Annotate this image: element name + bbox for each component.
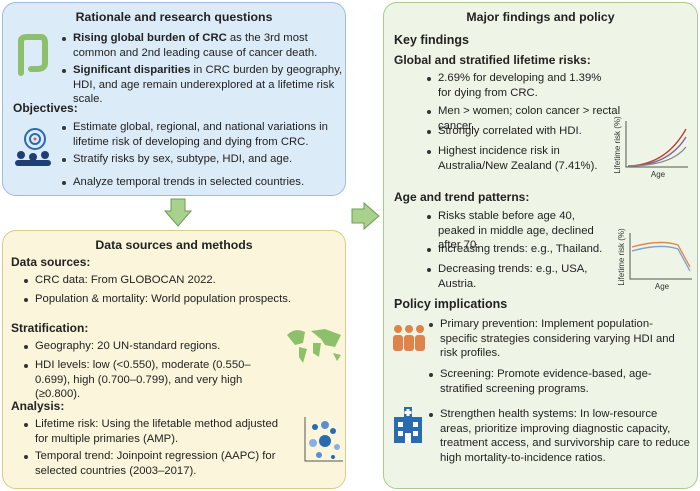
mini-chart: Lifetime risk (%) Age <box>617 228 692 291</box>
colon-icon <box>18 34 48 76</box>
section-heading: Data sources: <box>11 255 91 269</box>
section-heading: Global and stratified lifetime risks: <box>394 53 591 67</box>
world-map-icon <box>287 329 341 363</box>
bold-text: Significant disparities <box>73 64 191 76</box>
axis-label: Lifetime risk (%) <box>617 228 626 286</box>
panel-title: Major findings and policy <box>466 10 615 24</box>
findings-panel: Major findings and policy Key findings G… <box>383 2 698 489</box>
bullet: Significant disparities in CRC burden by… <box>61 63 343 107</box>
axis-label: Age <box>655 282 670 291</box>
bullet: Screening: Promote evidence-based, age-s… <box>428 367 690 396</box>
down-arrow <box>163 198 193 227</box>
bullet: Strongly correlated with HDI. <box>426 124 616 139</box>
bullet: Lifetime risk: Using the lifetable metho… <box>23 417 293 446</box>
section-heading: Policy implications <box>394 297 508 311</box>
bullet: Increasing trends: e.g., Thailand. <box>426 242 616 257</box>
axis-label: Age <box>651 170 666 179</box>
section-heading: Objectives: <box>13 101 78 115</box>
bullet: Risks stable before age 40, peaked in mi… <box>426 209 612 253</box>
right-arrow <box>351 201 380 231</box>
bullet: Geography: 20 UN-standard regions. <box>23 339 293 354</box>
bullet-text: as the 3rd most common and 2nd leading c… <box>73 32 318 59</box>
bullet: Analyze temporal trends in selected coun… <box>61 175 343 190</box>
bullet: Estimate global, regional, and national … <box>61 120 343 149</box>
section-heading: Analysis: <box>11 399 65 413</box>
bullet: Primary prevention: Implement population… <box>428 317 690 361</box>
bullet: Population & mortality: World population… <box>23 292 343 307</box>
panel-title: Rationale and research questions <box>75 10 273 24</box>
bullet: Strengthen health systems: In low-resour… <box>428 407 690 465</box>
bullet: Rising global burden of CRC as the 3rd m… <box>61 31 343 60</box>
rationale-panel: Rationale and research questions Rising … <box>2 2 346 196</box>
bullet: Temporal trend: Joinpoint regression (AA… <box>23 449 293 478</box>
bullet: 2.69% for developing and 1.39% for dying… <box>426 71 606 100</box>
mini-chart: Lifetime risk (%) Age <box>613 116 688 179</box>
panel-title: Data sources and methods <box>95 238 253 252</box>
section-heading: Stratification: <box>11 321 89 335</box>
methods-panel: Data sources and methods Data sources: C… <box>2 230 346 489</box>
bullet: CRC data: From GLOBOCAN 2022. <box>23 273 343 288</box>
bullet: Stratify risks by sex, subtype, HDI, and… <box>61 152 343 167</box>
bullet: Decreasing trends: e.g., USA, Austria. <box>426 262 626 291</box>
hospital-icon <box>394 407 422 443</box>
bullet-text: in CRC burden by geography, HDI, and age… <box>73 64 343 105</box>
section-heading: Age and trend patterns: <box>394 190 530 204</box>
bullet: HDI levels: low (<0.550), moderate (0.55… <box>23 358 285 402</box>
bullet: Highest incidence risk in Australia/New … <box>426 144 606 173</box>
target-icon <box>15 128 51 166</box>
bold-text: Rising global burden of CRC <box>73 32 227 44</box>
axis-label: Lifetime risk (%) <box>613 116 622 174</box>
section-heading: Key findings <box>394 33 470 47</box>
people-icon <box>393 325 425 351</box>
bullet: Men > women; colon cancer > rectal cance… <box>426 104 622 133</box>
scatter-icon <box>304 417 343 462</box>
